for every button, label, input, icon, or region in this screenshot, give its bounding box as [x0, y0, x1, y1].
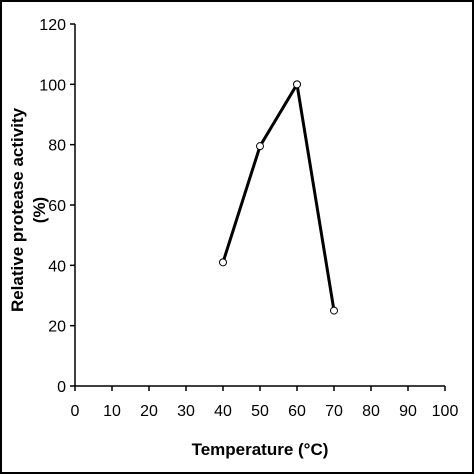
y-axis-title-line-1: Relative protease activity — [8, 107, 27, 312]
data-point — [330, 306, 338, 315]
x-tick-label: 60 — [288, 403, 306, 420]
series-line — [221, 80, 336, 311]
data-series — [219, 80, 338, 315]
y-tick-label: 40 — [48, 258, 66, 275]
x-tick-label: 90 — [399, 403, 417, 420]
x-tick-label: 40 — [214, 403, 232, 420]
y-axis-title-line-2: (%) — [30, 197, 49, 223]
x-tick-label: 20 — [140, 403, 158, 420]
data-point — [256, 142, 264, 151]
data-point — [293, 80, 301, 89]
x-axis-title: Temperature (°C) — [192, 440, 329, 459]
x-tick-label: 30 — [177, 403, 195, 420]
x-tick-label: 80 — [362, 403, 380, 420]
x-tick-label: 100 — [432, 403, 459, 420]
x-axis-ticks: 0 10 20 30 40 50 60 70 80 90 100 — [71, 386, 459, 420]
data-point — [219, 258, 227, 267]
x-tick-label: 70 — [325, 403, 343, 420]
y-tick-label: 60 — [48, 198, 66, 215]
y-tick-label: 100 — [39, 77, 66, 94]
y-axis-ticks: 0 20 40 60 80 100 120 — [39, 17, 75, 396]
y-tick-label: 120 — [39, 17, 66, 34]
y-tick-label: 0 — [57, 379, 66, 396]
x-tick-label: 10 — [103, 403, 121, 420]
x-tick-label: 50 — [251, 403, 269, 420]
y-axis-title: Relative protease activity (%) — [8, 107, 49, 312]
x-tick-label: 0 — [71, 403, 80, 420]
y-tick-label: 20 — [48, 319, 66, 336]
y-tick-label: 80 — [48, 138, 66, 155]
